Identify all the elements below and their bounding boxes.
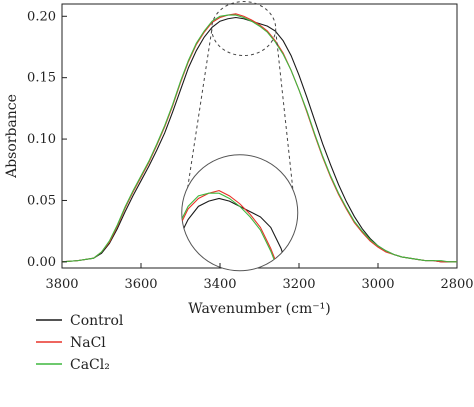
legend-label-1: Control — [70, 313, 124, 329]
y-tick-label: 0.05 — [27, 193, 56, 208]
plot-frame — [61, 3, 458, 269]
y-tick-label: 0.00 — [27, 255, 56, 270]
peak-highlight-ellipse — [211, 1, 277, 57]
inset-magnifier-circle — [181, 154, 299, 272]
y-axis-label: Absorbance — [4, 94, 20, 179]
x-axis-label: Wavenumber (cm⁻¹) — [188, 301, 330, 317]
y-axis-ticks: 0.00 0.05 0.10 0.15 0.20 — [27, 9, 67, 270]
y-tick-label: 0.20 — [27, 9, 56, 24]
legend: Control NaCl CaCl₂ — [36, 313, 124, 373]
x-tick-label: 3200 — [282, 277, 315, 292]
y-tick-label: 0.10 — [27, 132, 56, 147]
plot-area — [61, 1, 458, 272]
x-axis-ticks: 3800 3600 3400 3200 3000 2800 — [45, 263, 474, 292]
x-tick-label: 2800 — [440, 277, 473, 292]
x-tick-label: 3400 — [203, 277, 236, 292]
inset-series-line-2 — [181, 190, 298, 271]
inset-series-line-3 — [181, 192, 298, 271]
legend-label-2: NaCl — [70, 335, 106, 351]
x-tick-label: 3000 — [361, 277, 394, 292]
x-tick-label: 3800 — [45, 277, 78, 292]
legend-label-3: CaCl₂ — [70, 357, 110, 373]
y-tick-label: 0.15 — [27, 71, 56, 86]
zoom-annotation — [181, 1, 299, 272]
series-layer — [62, 13, 457, 263]
series-line-3 — [62, 14, 457, 263]
x-tick-label: 3600 — [124, 277, 157, 292]
